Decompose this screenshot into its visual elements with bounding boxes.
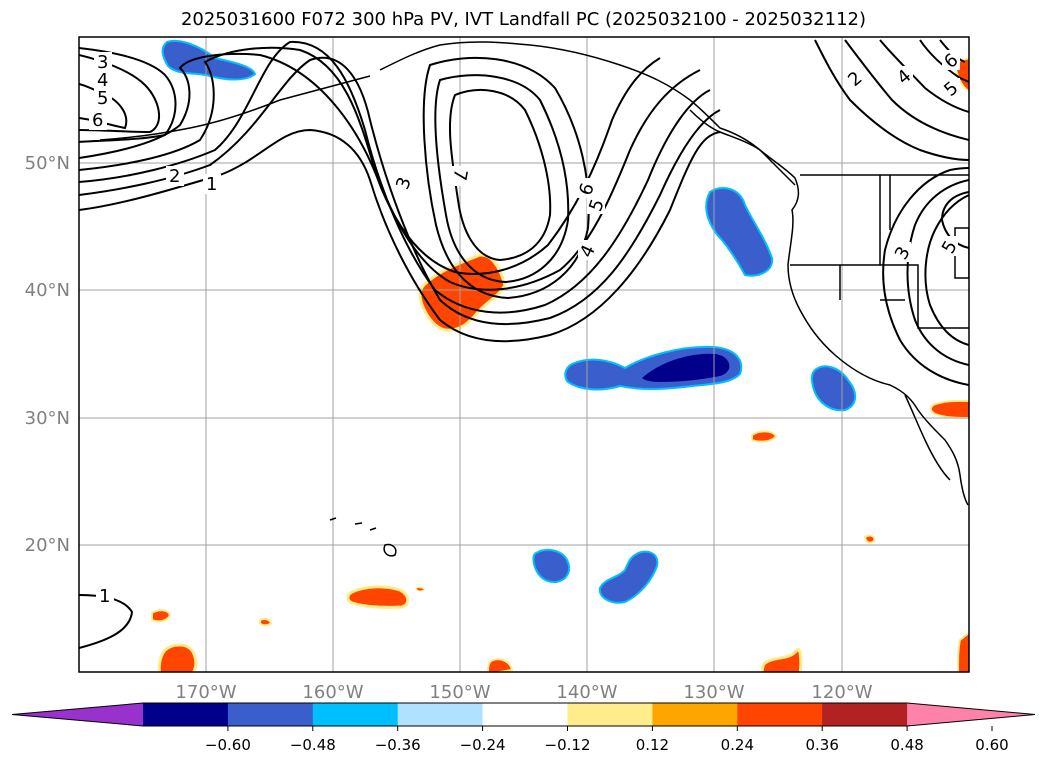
contour-label: 5 [97, 88, 108, 109]
lon-label: 140°W [556, 682, 617, 703]
pv-contours [79, 39, 969, 649]
positive-anomaly-region [418, 253, 507, 332]
positive-anomaly-region [151, 609, 172, 623]
colorbar-segment [652, 703, 738, 726]
lon-labels: 170°W 160°W 150°W 140°W 130°W 120°W [175, 682, 872, 703]
colorbar-tick-label: −0.48 [290, 736, 336, 754]
colorbar-segment [397, 703, 484, 726]
positive-anomaly-region [415, 587, 425, 592]
pv-contour-line [79, 40, 711, 314]
colorbar-segment [143, 703, 229, 726]
colorbar-tick-label: 0.36 [805, 736, 838, 754]
positive-anomaly-region [760, 647, 803, 672]
negative-anomaly-region [705, 187, 774, 277]
lat-label: 50°N [25, 153, 70, 174]
lon-label: 120°W [811, 682, 872, 703]
lat-label: 20°N [25, 535, 70, 556]
alaska-coast [379, 41, 796, 186]
colorbar-extension-high [907, 703, 1035, 726]
positive-anomaly-region [751, 430, 778, 443]
colorbar-tick-label: −0.36 [375, 736, 421, 754]
pv-contour-line [79, 128, 721, 343]
coastlines [99, 41, 969, 557]
positive-anomaly-region [487, 658, 514, 672]
gridlines [79, 37, 969, 672]
negative-anomaly-region [810, 365, 857, 412]
colorbar-tick-label: 0.60 [975, 736, 1008, 754]
positive-anomaly-region [346, 585, 410, 609]
lon-label: 160°W [302, 682, 363, 703]
aleutian-islands [99, 75, 371, 141]
contour-label: 1 [99, 586, 110, 607]
colorbar-outline [11, 702, 1036, 727]
positive-anomaly-region [259, 618, 273, 627]
colorbar-tick-label: −0.60 [205, 736, 251, 754]
colorbar-tick-label: 0.48 [890, 736, 923, 754]
colorbar-segment [312, 703, 399, 726]
pv-contour-line [924, 194, 969, 346]
lat-label: 30°N [25, 408, 70, 429]
ivt-shading [151, 40, 969, 672]
colorbar-segment [822, 703, 908, 726]
pv-contour-line [434, 74, 570, 284]
pv-contour-line [919, 39, 969, 83]
colorbar-segment [567, 703, 653, 726]
contour-label: 1 [206, 174, 217, 195]
positive-anomaly-region [957, 631, 969, 672]
pv-contour-line [844, 39, 969, 141]
colorbar-tick-label: −0.12 [545, 736, 591, 754]
state-borders [790, 175, 969, 329]
lon-label: 170°W [175, 682, 236, 703]
lat-labels: 50°N 40°N 30°N 20°N [25, 153, 70, 556]
colorbar-tick-label: −0.24 [460, 736, 506, 754]
negative-anomaly-region [642, 353, 730, 382]
colorbar [11, 702, 1036, 727]
colorbar-tick-labels: −0.60 −0.48 −0.36 −0.24 −0.12 0.12 0.24 0.36 0.4… [205, 726, 1009, 754]
contour-labels: 3 4 5 6 2 1 3 7 6 5 4 2 4 5 6 3 5 1 [89, 49, 962, 607]
contour-label: 7 [448, 167, 471, 182]
colorbar-segment [482, 703, 568, 726]
pv-contour-line [879, 39, 969, 113]
north-america-coast [689, 109, 969, 506]
contour-label: 2 [169, 166, 180, 187]
pv-contour-line [882, 167, 969, 386]
contour-label: 3 [97, 52, 108, 73]
negative-anomaly-region [532, 548, 571, 584]
pv-contour-line [814, 39, 969, 161]
contour-label: 6 [92, 110, 103, 131]
positive-anomaly-region [929, 399, 969, 419]
positive-anomaly-region [863, 534, 876, 544]
colorbar-tick-label: 0.12 [636, 736, 669, 754]
colorbar-segment [737, 703, 823, 726]
pv-contour-line [79, 47, 177, 143]
contour-label: 4 [97, 70, 108, 91]
hawaii-islands [329, 517, 397, 557]
pv-contour-line [906, 179, 969, 366]
colorbar-extension-low [12, 703, 143, 726]
pv-contour-line [79, 56, 721, 325]
pv-contour-line [79, 52, 661, 275]
lon-label: 150°W [429, 682, 490, 703]
colorbar-segment [227, 703, 314, 726]
pv-contour-line [79, 54, 160, 134]
lat-label: 40°N [25, 280, 70, 301]
lon-label: 130°W [683, 682, 744, 703]
positive-anomaly-region [157, 643, 198, 672]
map-title: 2025031600 F072 300 hPa PV, IVT Landfall… [180, 9, 867, 30]
negative-anomaly-region [598, 550, 659, 604]
map-frame [78, 36, 970, 673]
colorbar-tick-label: 0.24 [721, 736, 754, 754]
baja-coast [904, 394, 951, 481]
pv-contour-line [422, 56, 590, 300]
